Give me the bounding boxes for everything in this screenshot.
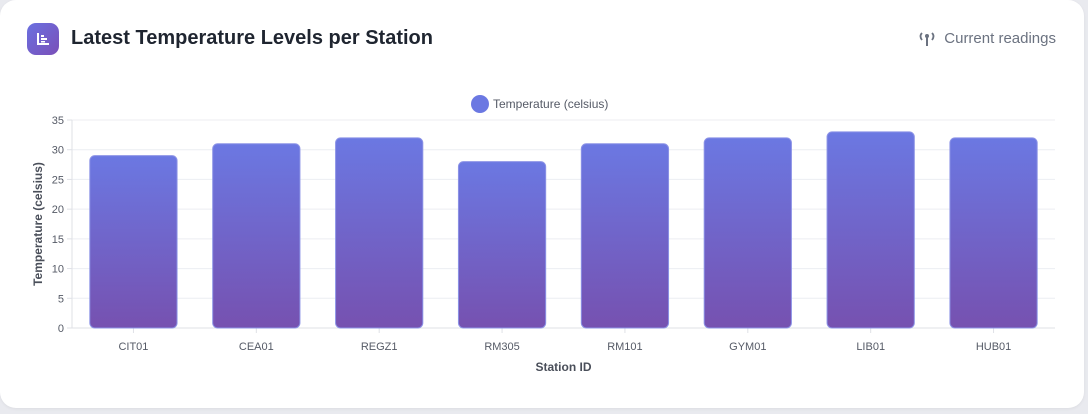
bar-rm305[interactable] [457,161,547,329]
bars [89,131,1038,329]
bar-lib01[interactable] [826,131,915,329]
bar-hub01[interactable] [949,137,1038,329]
y-tick-label: 25 [52,174,64,186]
legend-item[interactable]: Temperature (celsius) [471,95,608,113]
y-tick-label: 0 [58,323,64,335]
x-tick-label: HUB01 [976,341,1011,353]
bar-regz1[interactable] [335,137,424,329]
y-tick-label: 5 [58,293,64,305]
bar-chart-icon [27,23,59,55]
legend-swatch [471,95,489,113]
y-tick-label: 10 [52,264,64,276]
y-tick-label: 15 [52,234,64,246]
y-tick-label: 20 [52,204,64,216]
x-tick-label: CEA01 [239,341,274,353]
tick-labels: 0 5 10 15 20 25 30 35 CIT01 CEA01 REGZ1 RM305 RM101 G… [52,115,1012,353]
x-tick-label: GYM01 [729,341,766,353]
status-indicator: Current readings [918,30,1056,47]
x-tick-label: LIB01 [856,341,885,353]
x-tick-label: RM101 [607,341,642,353]
x-axis-title: Station ID [536,360,592,374]
legend[interactable]: Temperature (celsius) [471,95,608,113]
bar-cit01[interactable] [89,155,178,329]
legend-label: Temperature (celsius) [493,97,608,111]
y-tick-label: 30 [52,145,64,157]
antenna-icon [919,31,935,46]
status-label: Current readings [944,30,1056,47]
bar-gym01[interactable] [703,137,792,329]
bar-rm101[interactable] [580,143,670,329]
y-tick-label: 35 [52,115,64,127]
y-axis-title: Temperature (celsius) [31,162,45,286]
x-tick-label: CIT01 [118,341,148,353]
x-tick-label: RM305 [484,341,519,353]
x-tick-label: REGZ1 [361,341,398,353]
bar-cea01[interactable] [212,143,301,329]
card-header: Latest Temperature Levels per Station Cu… [27,23,1056,57]
page-title: Latest Temperature Levels per Station [71,27,433,49]
